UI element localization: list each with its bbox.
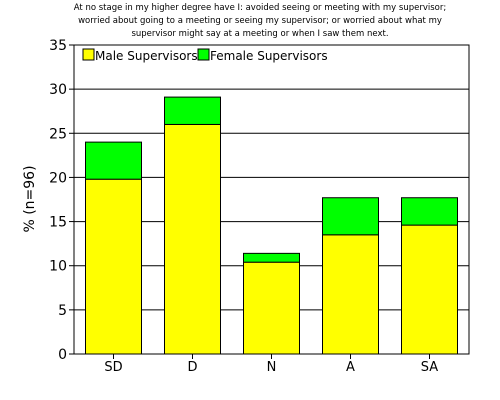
x-tick-label: N [267,360,277,375]
bar-male-n [243,261,300,355]
y-tick-label: 30 [49,82,67,98]
legend-swatch [82,48,95,61]
x-tick-label: D [187,360,197,375]
x-axis: SD D N A SA [104,354,438,375]
y-tick-label: 0 [58,347,67,363]
y-tick-label: 15 [49,215,67,231]
y-tick-label: 20 [49,170,67,186]
bar-female-sd [85,141,142,180]
y-tick-label: 35 [49,38,67,54]
chart-title: At no stage in my higher degree have I: … [73,3,447,39]
y-tick-label: 10 [49,259,67,275]
bar-female-a [322,197,379,236]
y-tick-label: 5 [58,303,67,319]
y-axis: 0 5 10 15 20 25 30 35 [49,38,74,363]
bar-female-n [243,252,300,263]
bar-male-sa [401,224,458,355]
x-tick-label: SD [104,360,122,375]
bar-male-a [322,234,379,355]
bar-female-d [164,96,221,125]
bars [85,96,458,355]
bar-male-sd [85,178,142,355]
legend-swatch [197,48,210,61]
legend: Male Supervisors Female Supervisors [82,48,328,63]
x-tick-label: A [346,360,355,375]
x-tick-label: SA [421,360,438,375]
bar-female-sa [401,197,458,226]
legend-label: Female Supervisors [210,49,328,63]
bar-male-d [164,123,221,355]
y-axis-label: % (n=96) [22,165,38,232]
y-tick-label: 25 [49,126,67,142]
legend-label: Male Supervisors [95,49,198,63]
